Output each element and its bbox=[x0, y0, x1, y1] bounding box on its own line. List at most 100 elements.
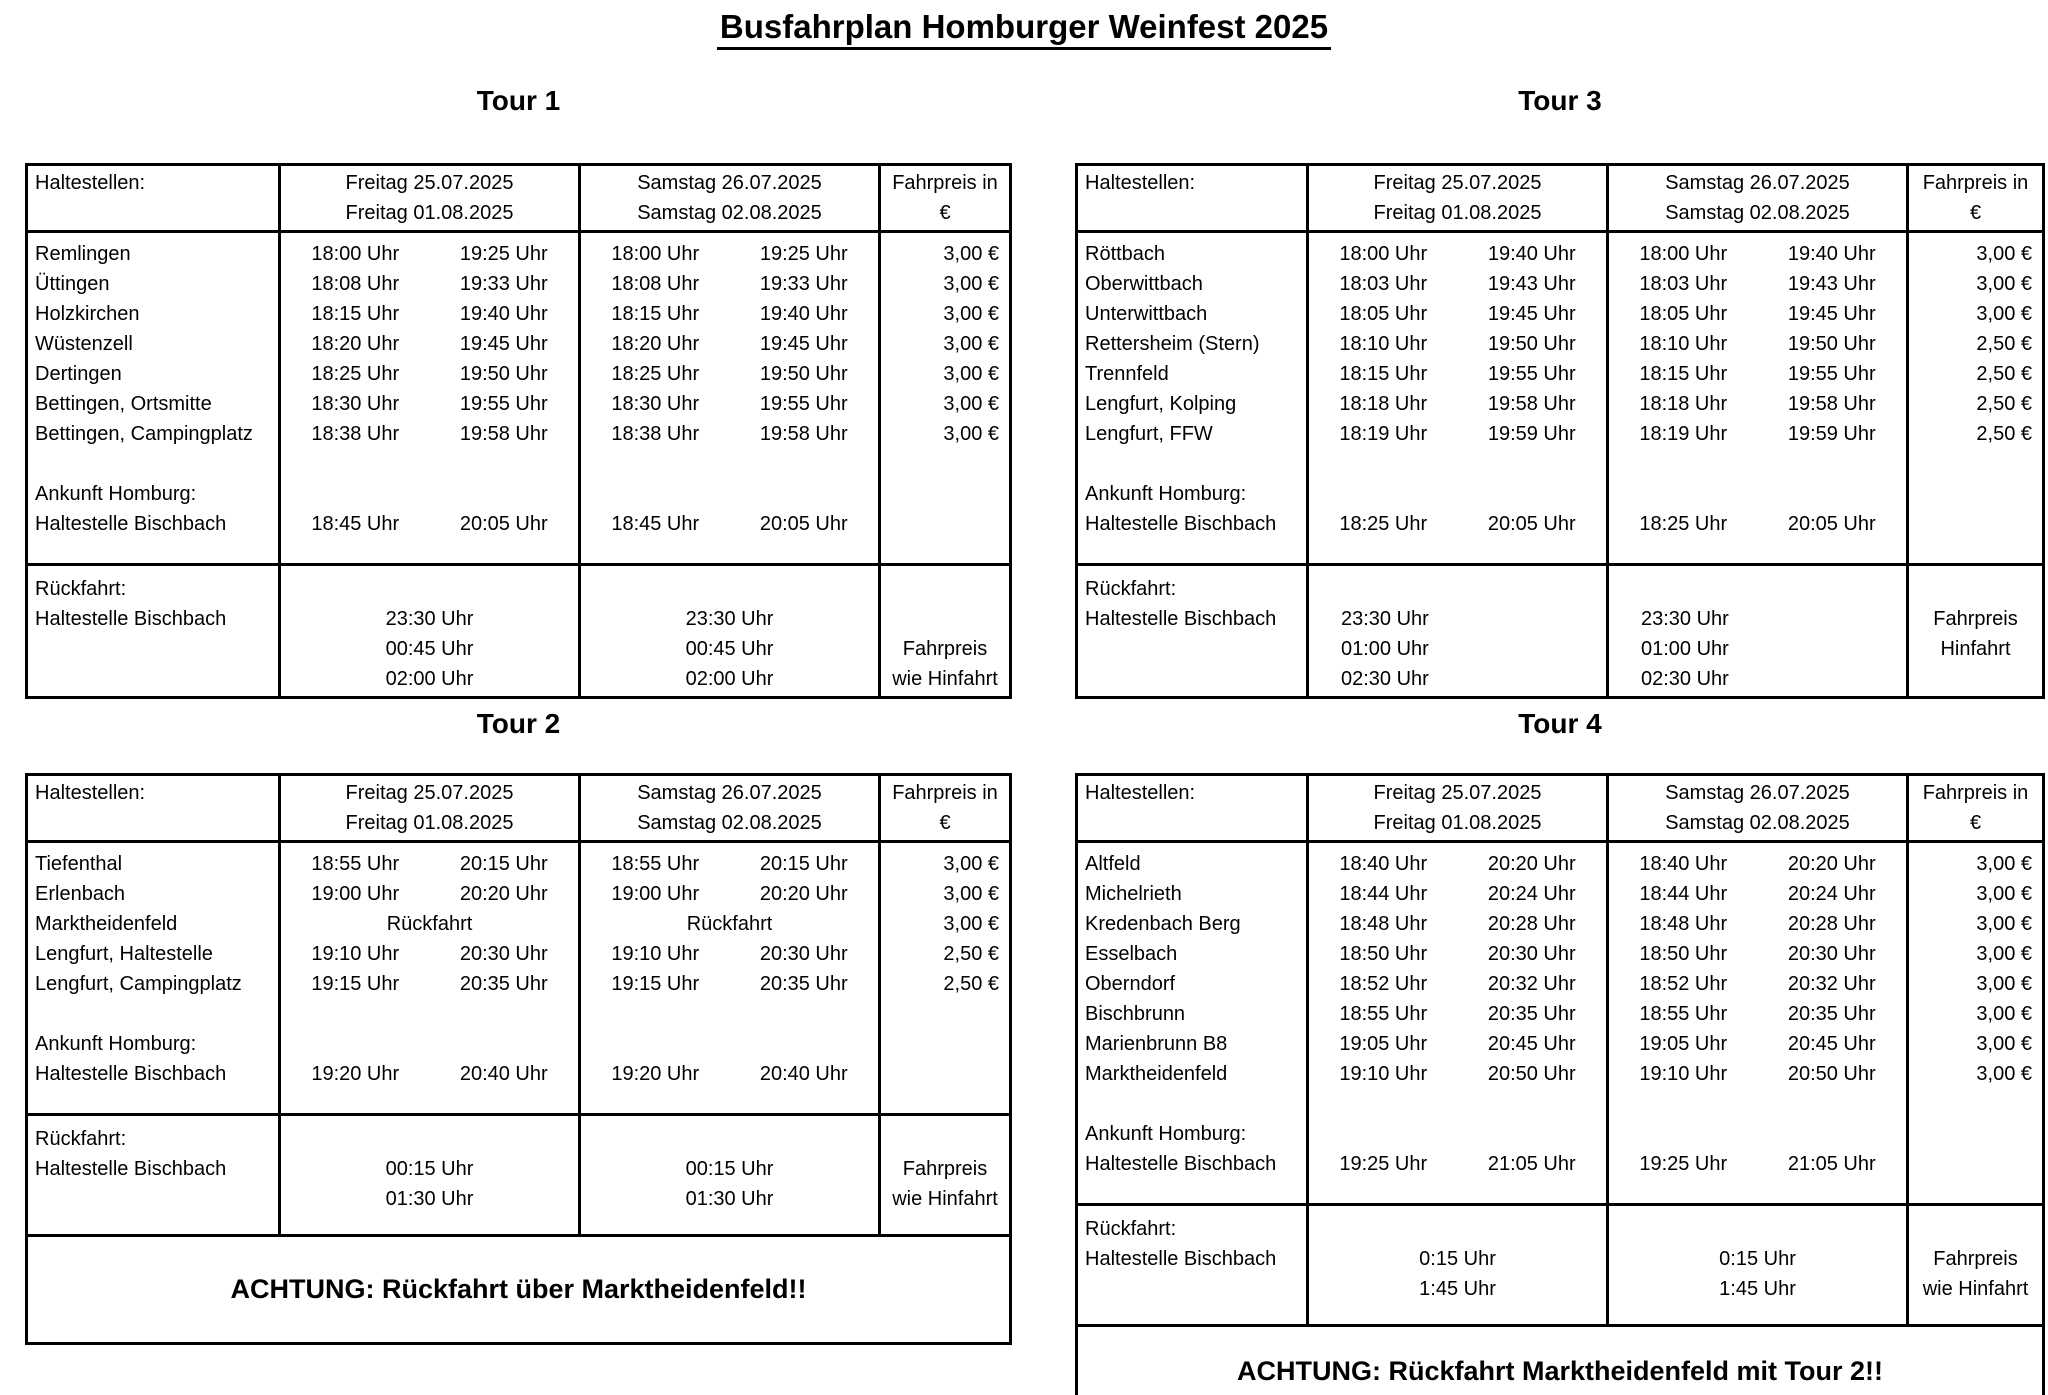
blank-line bbox=[1309, 479, 1606, 509]
friday-header-cell: Freitag 25.07.2025 Freitag 01.08.2025 bbox=[1306, 166, 1606, 230]
timetable: Haltestellen: Freitag 25.07.2025 Freitag 0… bbox=[1075, 773, 2045, 1395]
stop-name: Dertingen bbox=[35, 363, 122, 385]
stop-name: Erlenbach bbox=[35, 883, 126, 905]
stop-name: Holzkirchen bbox=[35, 303, 140, 325]
times-line: 19:10 Uhr 20:30 Uhr bbox=[281, 939, 578, 969]
arrival-stop: Haltestelle Bischbach bbox=[35, 513, 227, 535]
departure-time-1: 18:00 Uhr bbox=[611, 243, 700, 265]
departure-time-2: 20:45 Uhr bbox=[1787, 1033, 1876, 1055]
saturday-return-cell: 0:15 Uhr 1:45 Uhr bbox=[1606, 1206, 1906, 1324]
times-line: 18:00 Uhr 19:40 Uhr bbox=[1309, 239, 1606, 269]
departure-time-2: 20:20 Uhr bbox=[1787, 853, 1876, 875]
stop-name: Unterwittbach bbox=[1085, 303, 1208, 325]
departure-time-2: 19:58 Uhr bbox=[1487, 393, 1576, 415]
arrival-time-1: 18:25 Uhr bbox=[1639, 513, 1728, 535]
departure-time-2: 19:59 Uhr bbox=[1487, 423, 1576, 445]
departure-time-1: 18:08 Uhr bbox=[311, 273, 400, 295]
arrival-times-line: 18:45 Uhr 20:05 Uhr bbox=[581, 509, 878, 539]
times-line: 19:15 Uhr 20:35 Uhr bbox=[281, 969, 578, 999]
stop-price: 2,50 € bbox=[1976, 333, 2032, 355]
times-line: 18:10 Uhr 19:50 Uhr bbox=[1609, 329, 1906, 359]
departure-time-2: 19:58 Uhr bbox=[459, 423, 548, 445]
notice-row: ACHTUNG: Rückfahrt über Marktheidenfeld!… bbox=[28, 1234, 1009, 1342]
price-cell: 3,00 € 3,00 € 3,00 € 3,00 € 3,00 € 3,00 € 3,00… bbox=[878, 233, 1009, 563]
saturday-header-cell: Samstag 26.07.2025 Samstag 02.08.2025 bbox=[578, 166, 878, 230]
header-row: Haltestellen: Freitag 25.07.2025 Freitag 0… bbox=[28, 166, 1009, 230]
departure-time-2: 20:50 Uhr bbox=[1487, 1063, 1576, 1085]
blank-line bbox=[581, 1029, 878, 1059]
departure-time-1: 18:55 Uhr bbox=[1639, 1003, 1728, 1025]
friday-header-cell: Freitag 25.07.2025 Freitag 01.08.2025 bbox=[278, 166, 578, 230]
stop-price: 3,00 € bbox=[943, 363, 999, 385]
departure-time-2: 19:40 Uhr bbox=[1787, 243, 1876, 265]
stop-price: 2,50 € bbox=[1976, 423, 2032, 445]
return-time: 1:45 Uhr bbox=[1719, 1278, 1796, 1300]
arrival-time-1: 18:45 Uhr bbox=[311, 513, 400, 535]
departure-time-2: 20:20 Uhr bbox=[459, 883, 548, 905]
stop-price: 2,50 € bbox=[943, 973, 999, 995]
departure-time-1: 18:25 Uhr bbox=[311, 363, 400, 385]
return-price-line: Fahrpreis bbox=[1933, 608, 2018, 630]
friday-date-line-1: Freitag 25.07.2025 bbox=[345, 172, 514, 194]
blank-line bbox=[1609, 1119, 1906, 1149]
arrival-times-line: 18:45 Uhr 20:05 Uhr bbox=[281, 509, 578, 539]
times-line: 18:30 Uhr 19:55 Uhr bbox=[281, 389, 578, 419]
arrival-stop: Haltestelle Bischbach bbox=[1085, 1153, 1277, 1175]
title-row: Busfahrplan Homburger Weinfest 2025 bbox=[0, 8, 2048, 50]
return-label-cell: Rückfahrt: Haltestelle Bischbach bbox=[1078, 566, 1306, 696]
friday-return-cell: 23:30 Uhr 01:00 Uhr 02:30 Uhr bbox=[1306, 566, 1606, 696]
departure-time-1: 18:52 Uhr bbox=[1339, 973, 1428, 995]
departure-time-1: 18:55 Uhr bbox=[1339, 1003, 1428, 1025]
timetable: Haltestellen: Freitag 25.07.2025 Freitag 0… bbox=[25, 163, 1012, 699]
blank-line bbox=[281, 1124, 578, 1154]
departure-time-1: 18:15 Uhr bbox=[1339, 363, 1428, 385]
return-label: Rückfahrt: bbox=[1085, 1218, 1177, 1240]
times-line: 18:08 Uhr 19:33 Uhr bbox=[581, 269, 878, 299]
departure-time-2: 19:50 Uhr bbox=[759, 363, 848, 385]
times-line: 18:40 Uhr 20:20 Uhr bbox=[1609, 849, 1906, 879]
price-header-line-2: € bbox=[1969, 812, 1982, 834]
departure-time-2: 20:45 Uhr bbox=[1487, 1033, 1576, 1055]
departure-time-2: 20:50 Uhr bbox=[1787, 1063, 1876, 1085]
arrival-time-1: 18:45 Uhr bbox=[611, 513, 700, 535]
times-line: 19:05 Uhr 20:45 Uhr bbox=[1609, 1029, 1906, 1059]
friday-return-cell: 23:30 Uhr 00:45 Uhr 02:00 Uhr bbox=[278, 566, 578, 696]
departure-time-2: 19:25 Uhr bbox=[459, 243, 548, 265]
times-line: 18:03 Uhr 19:43 Uhr bbox=[1309, 269, 1606, 299]
return-time: 0:15 Uhr bbox=[1419, 1248, 1496, 1270]
arrival-time-2: 21:05 Uhr bbox=[1487, 1153, 1576, 1175]
return-note: Rückfahrt bbox=[686, 913, 773, 935]
stop-name: Oberwittbach bbox=[1085, 273, 1203, 295]
departure-time-2: 20:30 Uhr bbox=[1487, 943, 1576, 965]
arrival-times-line: 19:20 Uhr 20:40 Uhr bbox=[281, 1059, 578, 1089]
stop-price: 3,00 € bbox=[1976, 913, 2032, 935]
times-line: 18:05 Uhr 19:45 Uhr bbox=[1309, 299, 1606, 329]
times-line: 18:55 Uhr 20:15 Uhr bbox=[281, 849, 578, 879]
return-time: 0:15 Uhr bbox=[1719, 1248, 1796, 1270]
times-line: 18:18 Uhr 19:58 Uhr bbox=[1309, 389, 1606, 419]
stop-price: 3,00 € bbox=[943, 333, 999, 355]
departure-time-2: 20:35 Uhr bbox=[1787, 1003, 1876, 1025]
stop-price: 3,00 € bbox=[1976, 303, 2032, 325]
stop-price: 3,00 € bbox=[943, 273, 999, 295]
stop-name: Marktheidenfeld bbox=[35, 913, 178, 935]
departure-time-1: 19:00 Uhr bbox=[611, 883, 700, 905]
departure-time-2: 20:20 Uhr bbox=[1487, 853, 1576, 875]
friday-date-line-2: Freitag 01.08.2025 bbox=[1373, 812, 1542, 834]
times-line: 19:00 Uhr 20:20 Uhr bbox=[281, 879, 578, 909]
return-time: 1:45 Uhr bbox=[1419, 1278, 1496, 1300]
stops-header-label: Haltestellen: bbox=[1085, 172, 1196, 194]
blank-line bbox=[1609, 574, 1906, 604]
header-row: Haltestellen: Freitag 25.07.2025 Freitag 0… bbox=[1078, 166, 2042, 230]
friday-times-cell: 18:55 Uhr 20:15 Uhr 19:00 Uhr 20:20 Uhr Rück… bbox=[278, 843, 578, 1113]
arrival-time-2: 20:05 Uhr bbox=[1787, 513, 1876, 535]
departure-time-2: 20:28 Uhr bbox=[1787, 913, 1876, 935]
departure-time-1: 19:10 Uhr bbox=[311, 943, 400, 965]
arrival-time-2: 20:05 Uhr bbox=[459, 513, 548, 535]
return-time: 02:30 Uhr bbox=[1341, 668, 1429, 690]
departure-time-2: 20:15 Uhr bbox=[459, 853, 548, 875]
arrival-stop: Haltestelle Bischbach bbox=[1085, 513, 1277, 535]
friday-date-line-1: Freitag 25.07.2025 bbox=[1373, 172, 1542, 194]
blank-line bbox=[581, 574, 878, 604]
saturday-date-line-1: Samstag 26.07.2025 bbox=[637, 782, 822, 804]
